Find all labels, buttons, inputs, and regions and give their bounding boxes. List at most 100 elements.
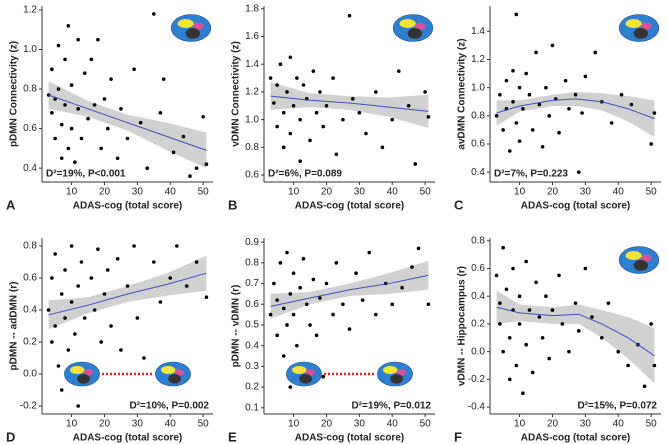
data-point bbox=[524, 71, 528, 76]
data-point bbox=[517, 294, 522, 299]
fit-line bbox=[48, 272, 207, 316]
data-point bbox=[285, 250, 289, 255]
y-tick-label: 0.4 bbox=[23, 305, 37, 316]
y-tick-label: 1.6 bbox=[245, 31, 259, 42]
data-point bbox=[268, 312, 273, 317]
y-tick-label: 0.6 bbox=[245, 170, 259, 181]
data-point bbox=[56, 364, 61, 368]
x-axis-label: ADAS-cog (total score) bbox=[73, 201, 182, 212]
data-point bbox=[102, 97, 107, 101]
data-point bbox=[96, 37, 100, 42]
brain-region bbox=[640, 22, 652, 30]
data-point bbox=[115, 257, 120, 261]
data-point bbox=[119, 107, 123, 111]
data-point bbox=[301, 256, 306, 261]
data-point bbox=[390, 117, 395, 122]
data-point bbox=[354, 271, 358, 276]
data-point bbox=[314, 333, 319, 338]
x-tick-label: 10 bbox=[66, 419, 78, 430]
data-point bbox=[272, 101, 276, 105]
y-tick-label: -0.4 bbox=[468, 402, 486, 413]
data-point bbox=[341, 302, 345, 307]
y-tick-label: -0.2 bbox=[468, 374, 486, 385]
data-point bbox=[616, 349, 621, 354]
brain-region bbox=[396, 369, 407, 376]
brain-region bbox=[383, 366, 398, 374]
data-point bbox=[652, 111, 657, 115]
data-point bbox=[109, 77, 113, 81]
brain-region bbox=[399, 19, 416, 28]
data-point bbox=[527, 308, 532, 312]
data-point bbox=[609, 121, 614, 125]
data-point bbox=[175, 244, 179, 248]
data-point bbox=[92, 308, 97, 312]
brain-region bbox=[161, 366, 176, 374]
data-point bbox=[50, 67, 54, 72]
fit-line bbox=[48, 94, 207, 151]
brainstem bbox=[407, 28, 422, 39]
data-point bbox=[573, 301, 578, 305]
y-axis-label: avDMN Connectivity (z) bbox=[457, 38, 468, 149]
x-tick-label: 20 bbox=[321, 419, 333, 430]
data-point bbox=[321, 124, 325, 129]
data-point bbox=[517, 322, 522, 326]
data-point bbox=[544, 85, 548, 90]
data-point bbox=[530, 370, 535, 375]
data-point bbox=[514, 12, 519, 17]
data-point bbox=[99, 340, 103, 344]
data-point bbox=[268, 76, 273, 80]
data-point bbox=[350, 97, 355, 101]
y-tick-label: 0.8 bbox=[471, 110, 485, 121]
data-point bbox=[53, 136, 57, 141]
data-point bbox=[79, 136, 84, 141]
data-point bbox=[135, 316, 140, 320]
data-point bbox=[272, 281, 276, 286]
y-tick-label: 0.8 bbox=[23, 241, 37, 252]
x-tick-label: 40 bbox=[165, 187, 177, 198]
data-point bbox=[285, 90, 289, 94]
data-point bbox=[550, 43, 555, 48]
data-point bbox=[184, 284, 189, 288]
data-point bbox=[374, 90, 378, 94]
x-axis-label: ADAS-cog (total score) bbox=[295, 201, 404, 212]
data-point bbox=[298, 117, 302, 122]
data-point bbox=[534, 50, 538, 55]
data-point bbox=[298, 159, 302, 164]
data-point bbox=[590, 315, 594, 319]
data-point bbox=[204, 295, 209, 300]
data-point bbox=[560, 322, 565, 326]
panel: -0.4 -0.2 0.0 0.2 0.4 0.6 0.8 10 20 30 40 50 ADAS-co… bbox=[454, 235, 661, 444]
data-point bbox=[517, 139, 522, 143]
y-tick-label: 1.0 bbox=[245, 114, 259, 125]
data-point bbox=[152, 12, 156, 16]
data-point bbox=[275, 298, 279, 302]
data-point bbox=[50, 110, 54, 115]
y-tick-label: 0.4 bbox=[23, 163, 37, 174]
data-point bbox=[194, 166, 199, 170]
panel-letter: F bbox=[454, 429, 462, 444]
data-point bbox=[291, 312, 296, 317]
data-point bbox=[507, 335, 512, 340]
data-point bbox=[629, 102, 634, 107]
x-tick-label: 20 bbox=[321, 187, 333, 198]
x-tick-label: 50 bbox=[420, 419, 432, 430]
data-point bbox=[426, 115, 431, 119]
data-point bbox=[109, 324, 113, 328]
fit-line bbox=[496, 306, 655, 357]
data-point bbox=[188, 174, 192, 178]
data-point bbox=[410, 265, 414, 269]
x-tick-label: 30 bbox=[132, 187, 144, 198]
y-tick-label: 0.5 bbox=[245, 320, 259, 331]
data-point bbox=[46, 308, 51, 312]
data-point bbox=[550, 308, 555, 312]
data-point bbox=[504, 287, 509, 292]
data-point bbox=[400, 285, 404, 290]
panel-letter: A bbox=[6, 197, 16, 212]
brainstem bbox=[633, 260, 648, 271]
data-point bbox=[59, 156, 64, 161]
data-point bbox=[527, 92, 532, 97]
y-axis-label: pDMN -- adDMN (r) bbox=[9, 282, 20, 371]
y-tick-label: 0.4 bbox=[471, 167, 485, 178]
annotation: D²=19%, P<0.001 bbox=[46, 169, 126, 180]
data-point bbox=[324, 103, 329, 108]
